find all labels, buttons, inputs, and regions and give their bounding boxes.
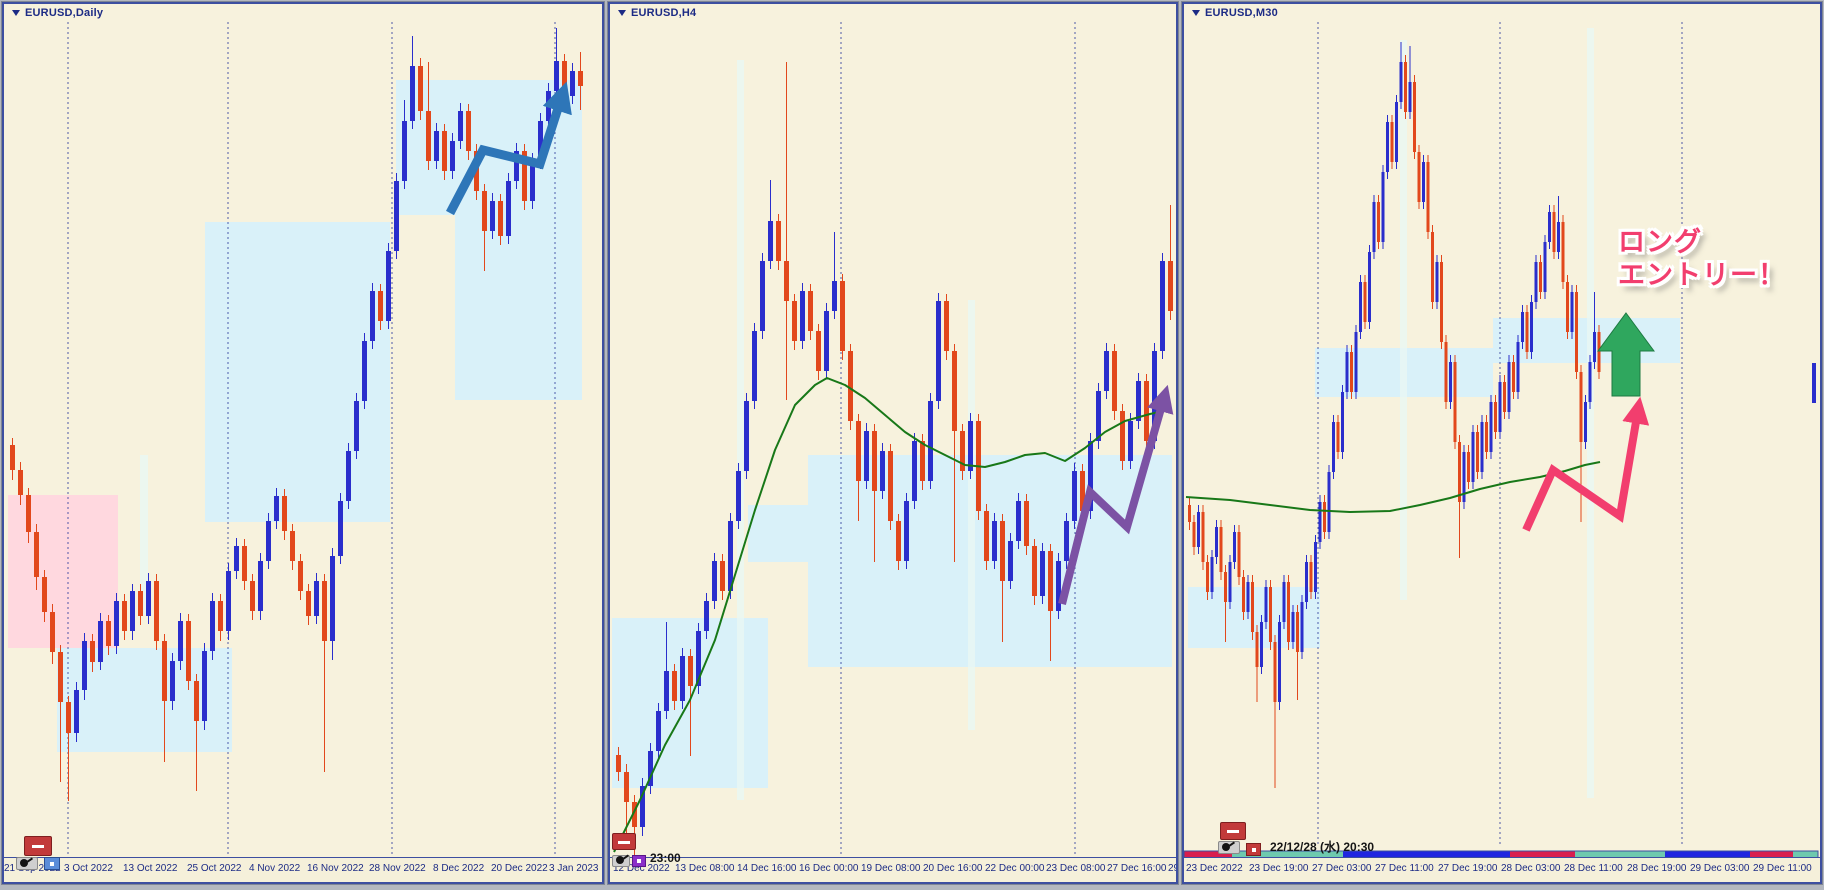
- x-axis-label: 23 Dec 2022: [1186, 863, 1243, 874]
- x-axis-label: 3 Oct 2022: [64, 863, 113, 874]
- marker-object-red-icon[interactable]: [1246, 843, 1261, 856]
- x-axis-label: 4 Nov 2022: [249, 863, 301, 874]
- chart-title-m30: EURUSD,M30: [1192, 7, 1278, 19]
- long-entry-line2: エントリー！: [1618, 260, 1786, 290]
- x-axis-label: 8 Dec 2022: [433, 863, 485, 874]
- long-entry-line1: ロング: [1618, 227, 1702, 257]
- candle-datetime-label: 22/12/28 (水) 20:30: [1270, 840, 1375, 854]
- x-axis-label: 3 Jan 2023: [549, 863, 599, 874]
- x-axis-label: 28 Dec 11:00: [1564, 863, 1623, 874]
- chart-title-h4: EURUSD,H4: [618, 7, 696, 19]
- x-axis-m30: 23 Dec 2022 23 Dec 19:00 27 Dec 03:00 27 De…: [1184, 857, 1820, 882]
- chart-title-daily: EURUSD,Daily: [12, 7, 103, 19]
- x-axis-label: 20 Dec 16:00: [923, 863, 983, 874]
- x-axis-h4: 12 Dec 2022 13 Dec 08:00 14 Dec 16:00 16 De…: [610, 857, 1176, 882]
- chart-panel-m30: EURUSD,M30 22/12/28 (水) 20:30 ロング エントリー！…: [1181, 1, 1823, 885]
- x-axis-label: 27 Dec 03:00: [1312, 863, 1372, 874]
- x-axis-label: 13 Oct 2022: [123, 863, 178, 874]
- chevron-down-icon[interactable]: [618, 10, 626, 16]
- long-entry-label[interactable]: ロング エントリー！: [1618, 226, 1786, 292]
- x-axis-label: 27 Dec 11:00: [1375, 863, 1434, 874]
- x-axis-label: 29 Dec 03:00: [1690, 863, 1750, 874]
- marker-object-blue-icon[interactable]: [44, 857, 60, 870]
- x-axis-label: 12 Dec 2022: [613, 863, 670, 874]
- minimize-object-button[interactable]: [612, 833, 636, 850]
- x-axis-label: 29 Dec 00:00: [1168, 863, 1176, 874]
- x-axis-label: 27 Dec 19:00: [1438, 863, 1498, 874]
- x-axis-label: 22 Dec 00:00: [985, 863, 1045, 874]
- alert-object-icon[interactable]: [1218, 841, 1240, 854]
- chevron-down-icon[interactable]: [12, 10, 20, 16]
- x-axis-label: 28 Dec 03:00: [1501, 863, 1561, 874]
- chart-panel-h4: EURUSD,H4 23:00 12 Dec 2022 13 Dec 08:00 1…: [607, 1, 1179, 885]
- x-axis-label: 16 Dec 00:00: [799, 863, 859, 874]
- x-axis-label: 23 Dec 19:00: [1249, 863, 1309, 874]
- x-axis-label: 25 Oct 2022: [187, 863, 242, 874]
- marker-object-purple-icon[interactable]: [632, 855, 646, 867]
- chart-title-label: EURUSD,Daily: [25, 7, 104, 19]
- x-axis-label: 14 Dec 16:00: [737, 863, 797, 874]
- x-axis-label: 20 Dec 2022: [491, 863, 548, 874]
- x-axis-label: 28 Nov 2022: [369, 863, 426, 874]
- minimize-object-button[interactable]: [1220, 822, 1246, 840]
- x-axis-label: 19 Dec 08:00: [861, 863, 921, 874]
- x-axis-label: 23 Dec 08:00: [1046, 863, 1106, 874]
- candle-time-label: 23:00: [650, 851, 681, 865]
- x-axis-label: 28 Dec 19:00: [1627, 863, 1687, 874]
- x-axis-label: 29 Dec 11:00: [1753, 863, 1812, 874]
- minimize-object-button[interactable]: [24, 836, 52, 856]
- chart-title-label: EURUSD,M30: [1205, 7, 1278, 19]
- alert-object-icon[interactable]: [16, 857, 38, 870]
- x-axis-label: 13 Dec 08:00: [675, 863, 735, 874]
- chevron-down-icon[interactable]: [1192, 10, 1200, 16]
- chart-title-label: EURUSD,H4: [631, 7, 697, 19]
- alert-object-icon[interactable]: [612, 855, 630, 867]
- x-axis-label: 27 Dec 16:00: [1107, 863, 1167, 874]
- x-axis-label: 16 Nov 2022: [307, 863, 364, 874]
